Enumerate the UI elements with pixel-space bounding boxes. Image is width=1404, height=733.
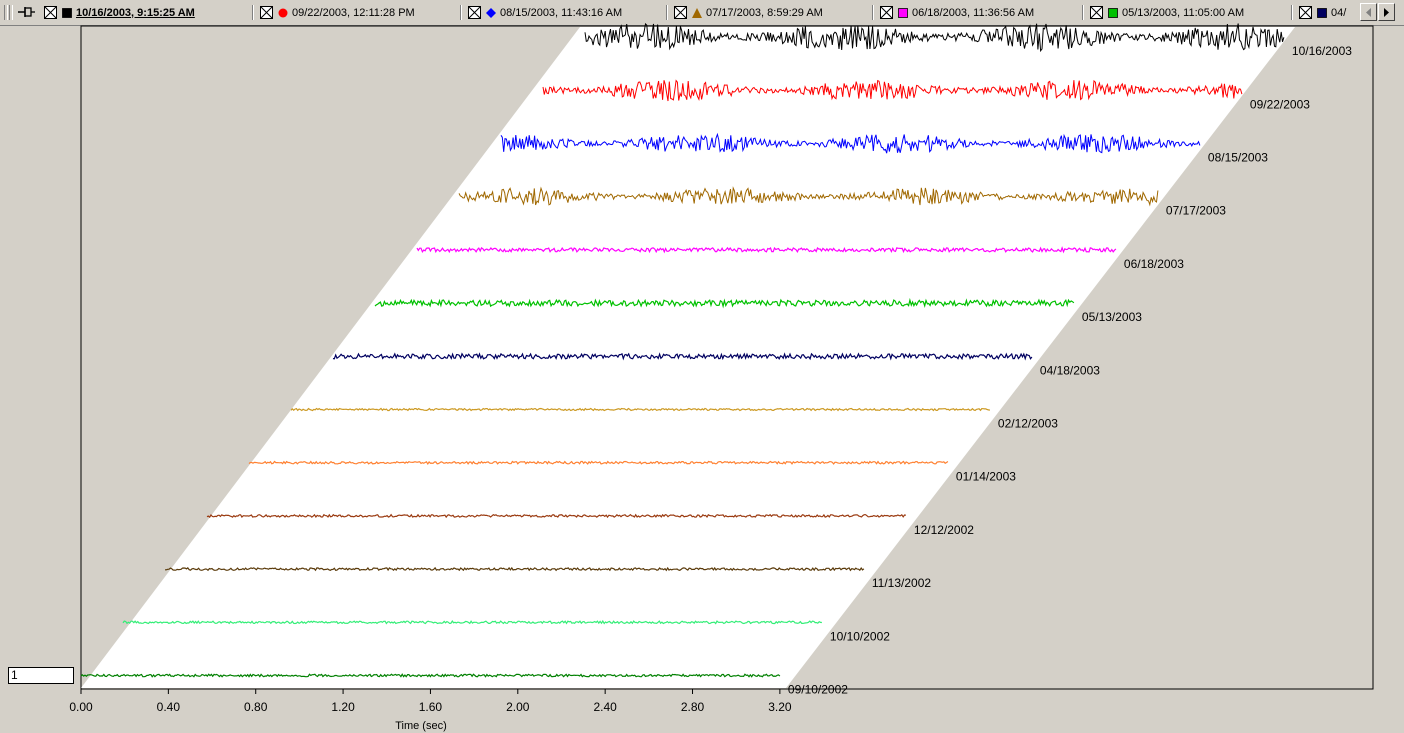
series-date-label: 12/12/2002	[914, 523, 974, 537]
series-trace	[290, 407, 990, 412]
series-trace	[80, 673, 781, 678]
checkbox-x-icon[interactable]	[44, 6, 57, 19]
series-date-label: 09/22/2003	[1250, 97, 1310, 111]
series-trace	[165, 566, 865, 572]
legend-item-label: 05/13/2003, 11:05:00 AM	[1122, 6, 1245, 19]
series-trace	[458, 186, 1159, 207]
value-readout-field[interactable]: 1	[8, 667, 74, 684]
legend-item[interactable]: 06/18/2003, 11:36:56 AM	[872, 4, 1034, 21]
series-trace	[332, 352, 1033, 361]
series-date-label: 06/18/2003	[1124, 257, 1184, 271]
legend-item-label: 06/18/2003, 11:36:56 AM	[912, 6, 1035, 19]
arrow-right-icon	[1384, 8, 1389, 17]
legend-separator	[872, 5, 874, 20]
square-marker-icon	[1108, 7, 1118, 18]
x-tick-label: 1.60	[419, 700, 443, 714]
legend-separator	[1082, 5, 1084, 20]
legend-item[interactable]: 04/	[1291, 4, 1346, 21]
series-trace	[122, 619, 822, 625]
legend-item-label: 04/	[1331, 6, 1347, 19]
legend-separator	[1291, 5, 1293, 20]
legend-item-label: 09/22/2003, 12:11:28 PM	[292, 6, 415, 19]
x-tick-label: 0.40	[157, 700, 181, 714]
legend-separator	[666, 5, 668, 20]
checkbox-x-icon[interactable]	[674, 6, 687, 19]
legend-item-label: 10/16/2003, 9:15:25 AM	[76, 6, 195, 19]
series-trace	[248, 460, 949, 465]
diamond-marker-icon	[486, 7, 496, 18]
series-trace	[416, 246, 1117, 254]
square-marker-icon	[1317, 7, 1327, 18]
series-date-label: 05/13/2003	[1082, 310, 1142, 324]
legend-item[interactable]: 05/13/2003, 11:05:00 AM	[1082, 4, 1244, 21]
x-tick-label: 2.80	[681, 700, 705, 714]
x-axis-ticks: 0.00 0.40 0.80 1.20 1.60 2.00 2.40 2.80 3.20	[69, 689, 792, 714]
toolbar-grip[interactable]	[4, 5, 8, 20]
series-trace	[584, 22, 1285, 53]
series-date-label: 11/13/2002	[872, 576, 931, 590]
legend-separator	[252, 5, 254, 20]
x-axis-label: Time (sec)	[395, 720, 447, 732]
series-trace	[206, 513, 906, 519]
checkbox-x-icon[interactable]	[1299, 6, 1312, 19]
legend-item-label: 07/17/2003, 8:59:29 AM	[706, 6, 823, 19]
legend-item[interactable]: 09/22/2003, 12:11:28 PM	[252, 4, 415, 21]
series-layer	[80, 22, 1285, 678]
series-date-label: 02/12/2003	[998, 417, 1058, 431]
series-trace	[374, 297, 1075, 309]
toolbar-grip[interactable]	[9, 5, 13, 20]
series-trace	[500, 132, 1201, 154]
legend-separator	[460, 5, 462, 20]
x-tick-label: 0.00	[69, 700, 93, 714]
series-date-label: 10/10/2002	[830, 629, 890, 643]
circle-marker-icon	[278, 8, 288, 17]
x-tick-label: 2.00	[506, 700, 530, 714]
arrow-left-icon	[1366, 8, 1371, 17]
checkbox-x-icon[interactable]	[260, 6, 273, 19]
square-marker-icon	[898, 7, 908, 18]
legend-item-label: 08/15/2003, 11:43:16 AM	[500, 6, 623, 19]
legend-item[interactable]: 07/17/2003, 8:59:29 AM	[666, 4, 823, 21]
x-tick-label: 2.40	[593, 700, 617, 714]
legend-scroll-left-button[interactable]	[1360, 3, 1377, 21]
series-labels: 09/10/200210/10/200211/13/200212/12/2002…	[788, 44, 1352, 696]
checkbox-x-icon[interactable]	[880, 6, 893, 19]
x-tick-label: 0.80	[244, 700, 268, 714]
legend-item[interactable]: 10/16/2003, 9:15:25 AM	[44, 4, 195, 21]
square-marker-icon	[62, 7, 72, 18]
series-date-label: 08/15/2003	[1208, 151, 1268, 165]
series-date-label: 07/17/2003	[1166, 204, 1226, 218]
triangle-marker-icon	[692, 7, 702, 18]
legend-scroll-right-button[interactable]	[1378, 3, 1395, 21]
series-date-label: 10/16/2003	[1292, 44, 1352, 58]
checkbox-x-icon[interactable]	[1090, 6, 1103, 19]
pin-icon[interactable]	[16, 5, 36, 19]
series-date-label: 04/18/2003	[1040, 363, 1100, 377]
checkbox-x-icon[interactable]	[468, 6, 481, 19]
x-tick-label: 3.20	[768, 700, 792, 714]
series-trace	[542, 79, 1243, 102]
x-tick-label: 1.20	[331, 700, 355, 714]
legend-item[interactable]: 08/15/2003, 11:43:16 AM	[460, 4, 622, 21]
series-date-label: 01/14/2003	[956, 470, 1016, 484]
